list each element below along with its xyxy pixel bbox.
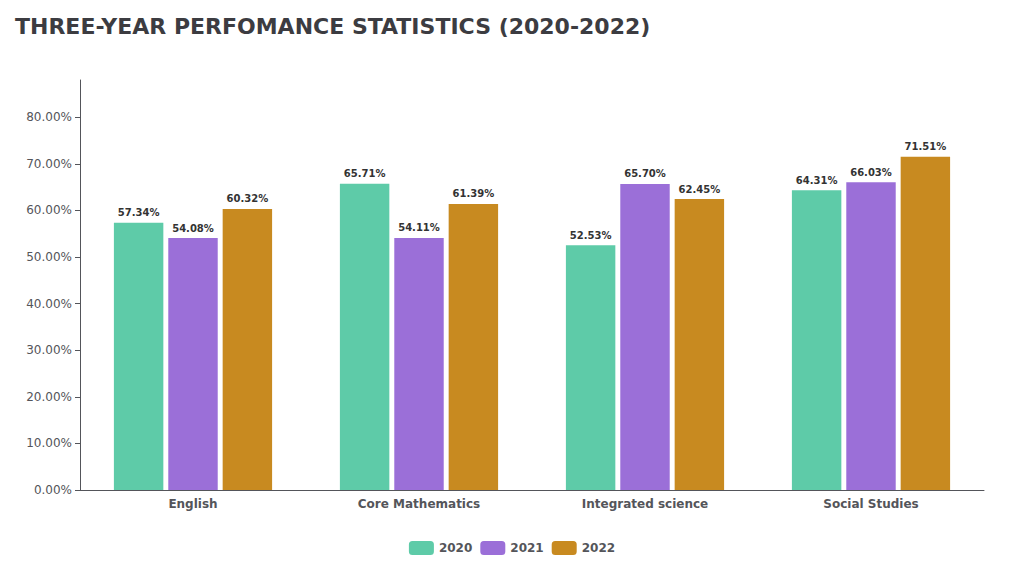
svg-text:65.71%: 65.71% — [344, 168, 386, 179]
svg-text:60.00%: 60.00% — [26, 203, 72, 217]
svg-text:30.00%: 30.00% — [26, 343, 72, 357]
svg-text:20.00%: 20.00% — [26, 390, 72, 404]
svg-text:62.45%: 62.45% — [679, 184, 721, 195]
svg-text:80.00%: 80.00% — [26, 110, 72, 124]
svg-text:Integrated science: Integrated science — [582, 497, 708, 511]
svg-text:50.00%: 50.00% — [26, 250, 72, 264]
svg-text:65.70%: 65.70% — [624, 168, 666, 179]
svg-text:Social Studies: Social Studies — [823, 497, 918, 511]
svg-text:64.31%: 64.31% — [796, 175, 838, 186]
svg-text:54.08%: 54.08% — [172, 223, 214, 234]
svg-text:54.11%: 54.11% — [398, 222, 440, 233]
svg-text:English: English — [168, 497, 217, 511]
svg-text:61.39%: 61.39% — [453, 188, 495, 199]
svg-text:60.32%: 60.32% — [227, 193, 269, 204]
svg-text:2020: 2020 — [439, 541, 472, 555]
svg-text:10.00%: 10.00% — [26, 436, 72, 450]
svg-text:52.53%: 52.53% — [570, 230, 612, 241]
svg-text:2021: 2021 — [510, 541, 543, 555]
svg-text:0.00%: 0.00% — [34, 483, 72, 497]
svg-text:71.51%: 71.51% — [905, 141, 947, 152]
svg-text:40.00%: 40.00% — [26, 297, 72, 311]
svg-text:57.34%: 57.34% — [118, 207, 160, 218]
svg-text:THREE-YEAR PERFOMANCE STATISTI: THREE-YEAR PERFOMANCE STATISTICS (2020-2… — [15, 14, 650, 39]
svg-text:66.03%: 66.03% — [850, 167, 892, 178]
svg-text:2022: 2022 — [582, 541, 615, 555]
svg-text:70.00%: 70.00% — [26, 157, 72, 171]
svg-text:Core Mathematics: Core Mathematics — [358, 497, 480, 511]
